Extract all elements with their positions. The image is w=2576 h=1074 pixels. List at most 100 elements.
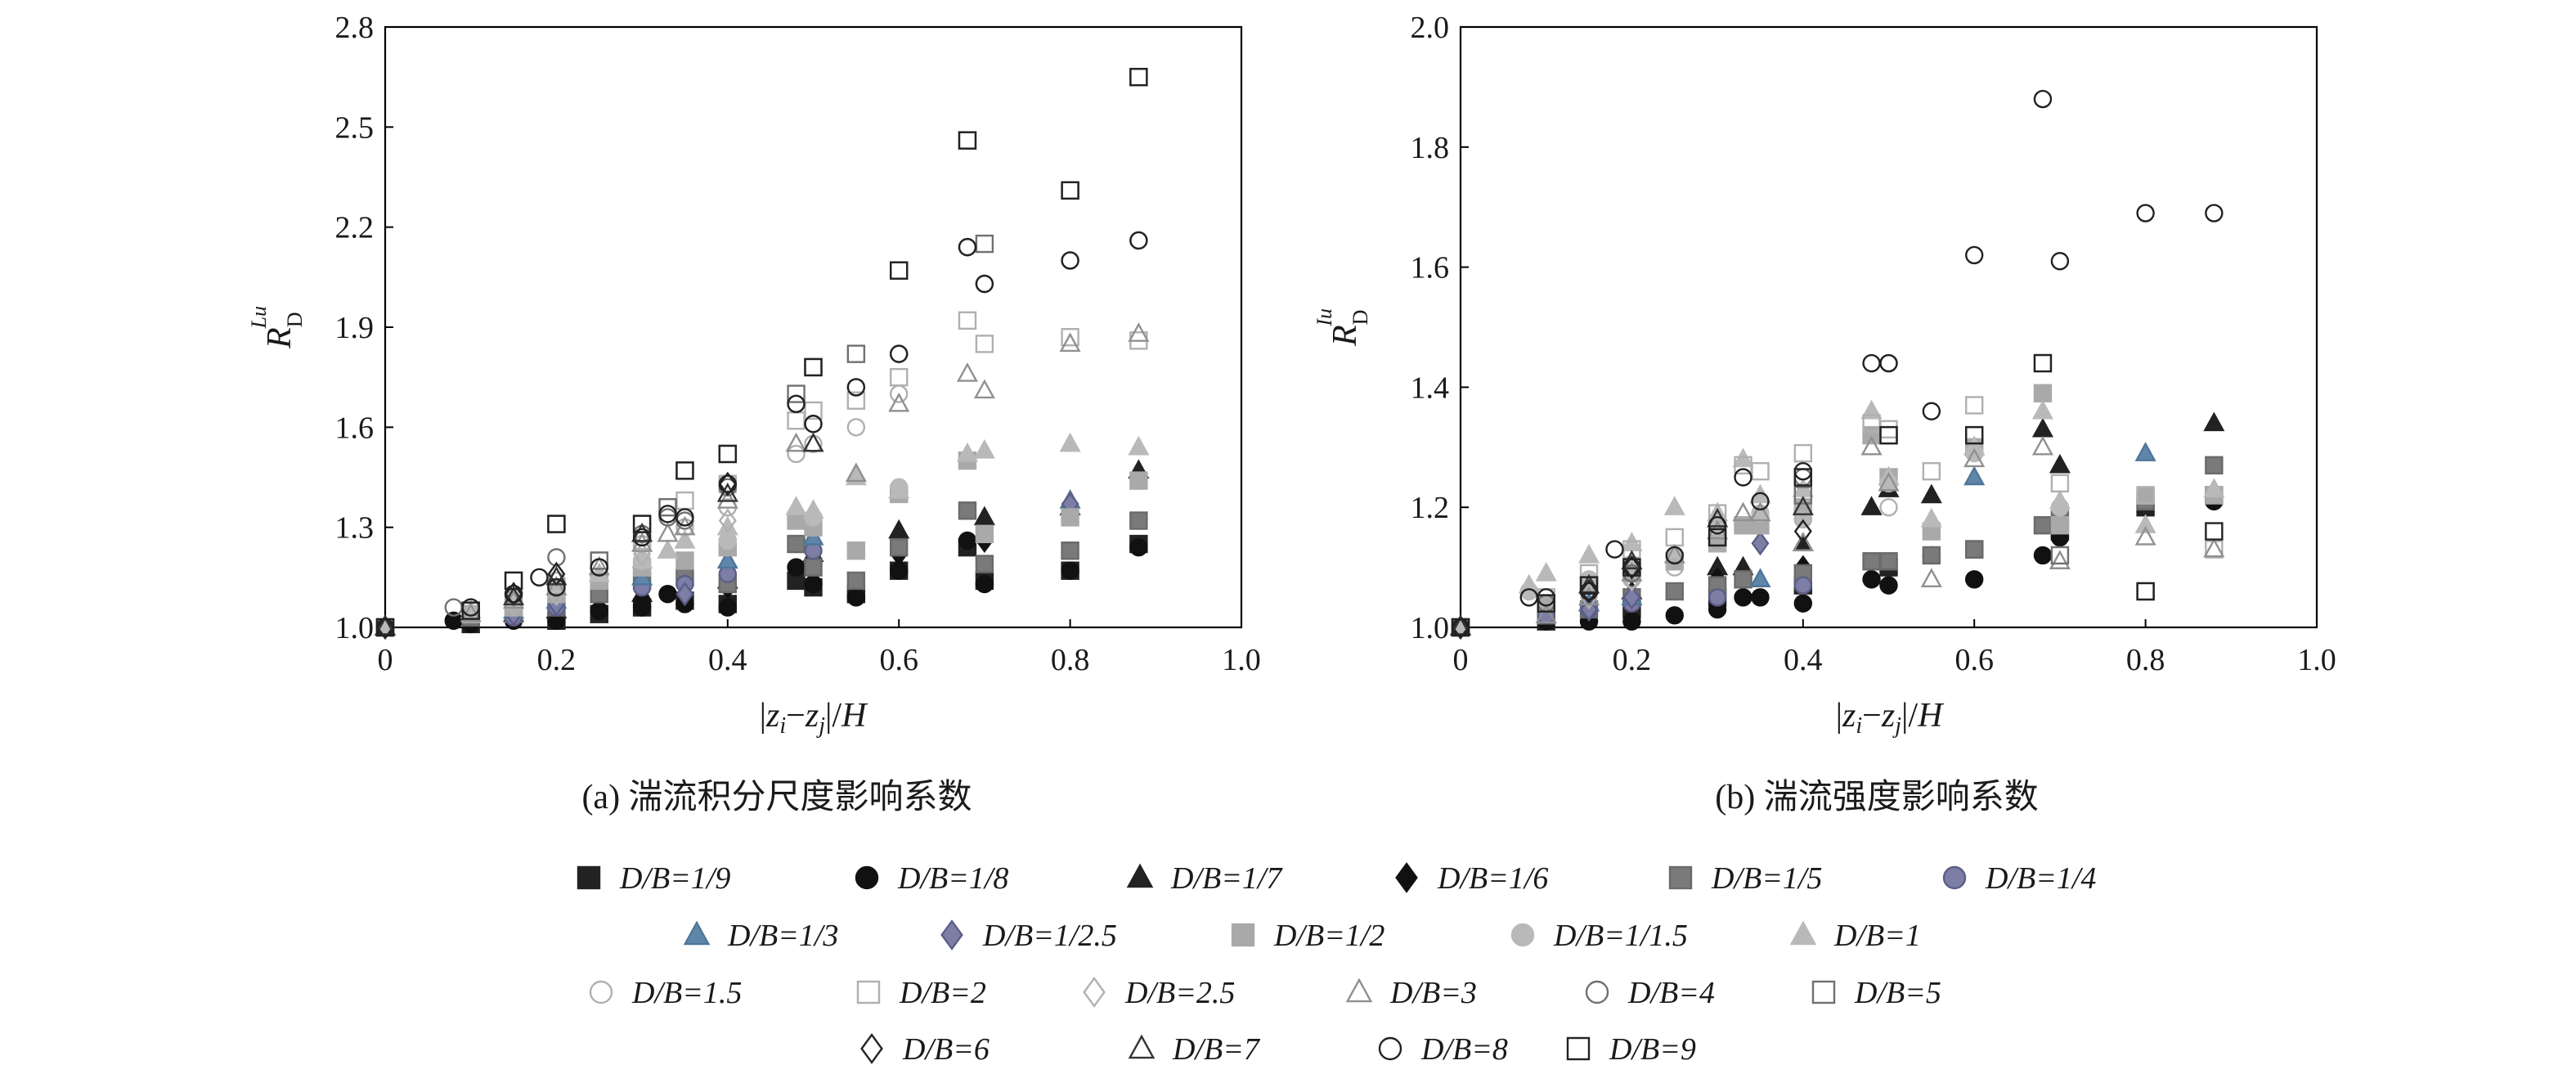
data-point bbox=[1663, 543, 1685, 564]
data-point bbox=[1128, 322, 1150, 342]
data-point bbox=[718, 471, 737, 497]
data-point bbox=[590, 558, 608, 577]
data-point bbox=[1793, 443, 1813, 463]
y-tick-label: 1.6 bbox=[1411, 251, 1450, 285]
legend-label: D/B=1/2 bbox=[1273, 919, 1384, 953]
data-point bbox=[1922, 546, 1941, 565]
legend-marker bbox=[940, 919, 963, 950]
x-tick-label: 0.6 bbox=[1954, 643, 1994, 677]
data-point bbox=[1061, 251, 1079, 270]
x-axis-label-b: |zi−zj|/H bbox=[1836, 697, 1945, 739]
x-tick-label: 0.8 bbox=[1051, 643, 1090, 677]
series-D-B-9 bbox=[375, 67, 1148, 637]
y-tick-label: 1.3 bbox=[335, 511, 375, 546]
x-ticks-a: 0 0.2 0.4 0.6 0.8 1.0 bbox=[378, 619, 1261, 677]
data-point bbox=[631, 533, 653, 552]
data-point bbox=[375, 618, 395, 637]
data-point bbox=[1732, 501, 1754, 522]
data-point bbox=[1964, 245, 1984, 265]
legend-item: D/B=1/6 bbox=[1395, 861, 1548, 896]
data-point bbox=[956, 362, 978, 382]
data-point bbox=[547, 582, 566, 607]
data-point bbox=[460, 602, 482, 622]
data-point bbox=[504, 585, 523, 604]
legend-label: D/B=1/6 bbox=[1437, 861, 1548, 896]
chart-b: 0 0.2 0.4 0.6 0.8 1.0 1.0 1.2 1.4 1.6 1.8 2.0 |zi−… bbox=[1313, 11, 2336, 816]
legend-marker bbox=[1345, 977, 1373, 1003]
legend-item: D/B=1/8 bbox=[855, 861, 1008, 896]
legend-marker bbox=[1585, 980, 1609, 1004]
data-point bbox=[2203, 478, 2225, 497]
legend-marker bbox=[1942, 865, 1967, 890]
data-point bbox=[2049, 453, 2071, 474]
y-ticks-b: 1.0 1.2 1.4 1.6 1.8 2.0 bbox=[1411, 11, 1469, 645]
data-point bbox=[973, 438, 995, 459]
chart-a: 0 0.2 0.4 0.6 0.8 1.0 1.0 1.3 1.6 1.9 2.2 2.5 2.8 |… bbox=[247, 11, 1261, 816]
data-point bbox=[718, 444, 737, 464]
data-point bbox=[2033, 353, 2053, 373]
data-point bbox=[1518, 573, 1540, 594]
data-point bbox=[632, 528, 652, 547]
x-tick-label: 0.8 bbox=[2126, 643, 2165, 677]
x-tick-label: 0.4 bbox=[1784, 643, 1823, 677]
data-point bbox=[1061, 561, 1079, 580]
legend-item: D/B=1/2 bbox=[1231, 919, 1384, 953]
data-point bbox=[975, 335, 994, 353]
data-point bbox=[1920, 507, 1942, 528]
data-point bbox=[1879, 353, 1898, 373]
legend-label: D/B=1/5 bbox=[1711, 861, 1822, 896]
legend-marker bbox=[1378, 1036, 1402, 1061]
data-point bbox=[787, 558, 806, 577]
data-point bbox=[1578, 543, 1600, 564]
legend: D/B=1/9 D/B=1/8 D/B=1/7 D/B=1/6 D/B=1/5 D/B=1… bbox=[577, 861, 2096, 1067]
data-point bbox=[2203, 537, 2225, 558]
legend-label: D/B=9 bbox=[1609, 1032, 1696, 1067]
data-point bbox=[1862, 552, 1881, 571]
data-point bbox=[2205, 522, 2224, 541]
legend-marker bbox=[1395, 862, 1418, 893]
data-point bbox=[975, 524, 994, 544]
data-point bbox=[1129, 231, 1148, 250]
data-point bbox=[1535, 604, 1557, 624]
data-point bbox=[590, 601, 608, 620]
data-point bbox=[1792, 532, 1814, 551]
data-point bbox=[1734, 570, 1752, 589]
data-point bbox=[802, 432, 824, 452]
data-point bbox=[889, 344, 909, 363]
legend-item: D/B=8 bbox=[1378, 1032, 1508, 1067]
data-point bbox=[1580, 578, 1599, 604]
data-point bbox=[2205, 456, 2224, 475]
data-point bbox=[958, 237, 977, 257]
data-point bbox=[845, 462, 867, 483]
plot-frame-b bbox=[1459, 25, 2318, 629]
legend-label: D/B=1 bbox=[1833, 919, 1921, 953]
legend-label: D/B=5 bbox=[1854, 976, 1941, 1010]
data-point bbox=[888, 519, 910, 539]
data-point bbox=[1061, 508, 1079, 527]
data-point bbox=[846, 344, 866, 363]
legend-marker bbox=[1128, 1034, 1156, 1059]
data-point bbox=[958, 531, 977, 550]
data-point bbox=[1059, 432, 1081, 452]
points-b bbox=[1449, 89, 2225, 640]
data-point bbox=[973, 506, 995, 526]
data-point bbox=[956, 442, 978, 462]
data-point bbox=[958, 311, 977, 330]
data-point bbox=[1622, 555, 1641, 580]
legend-label: D/B=4 bbox=[1627, 976, 1715, 1010]
data-point bbox=[975, 574, 994, 594]
data-point bbox=[2050, 474, 2070, 493]
legend-marker bbox=[1126, 863, 1154, 888]
series-D-B-9 bbox=[1451, 353, 2224, 637]
data-point bbox=[1535, 561, 1557, 582]
legend-label: D/B=2.5 bbox=[1124, 976, 1235, 1010]
data-point bbox=[1751, 461, 1770, 481]
data-point bbox=[2050, 546, 2070, 565]
data-point bbox=[1749, 568, 1771, 587]
data-point bbox=[958, 501, 977, 520]
legend-label: D/B=1/7 bbox=[1170, 861, 1283, 896]
data-point bbox=[1708, 516, 1727, 535]
data-point bbox=[2049, 550, 2071, 569]
y-tick-label: 2.5 bbox=[335, 110, 375, 145]
data-point bbox=[1129, 471, 1148, 490]
